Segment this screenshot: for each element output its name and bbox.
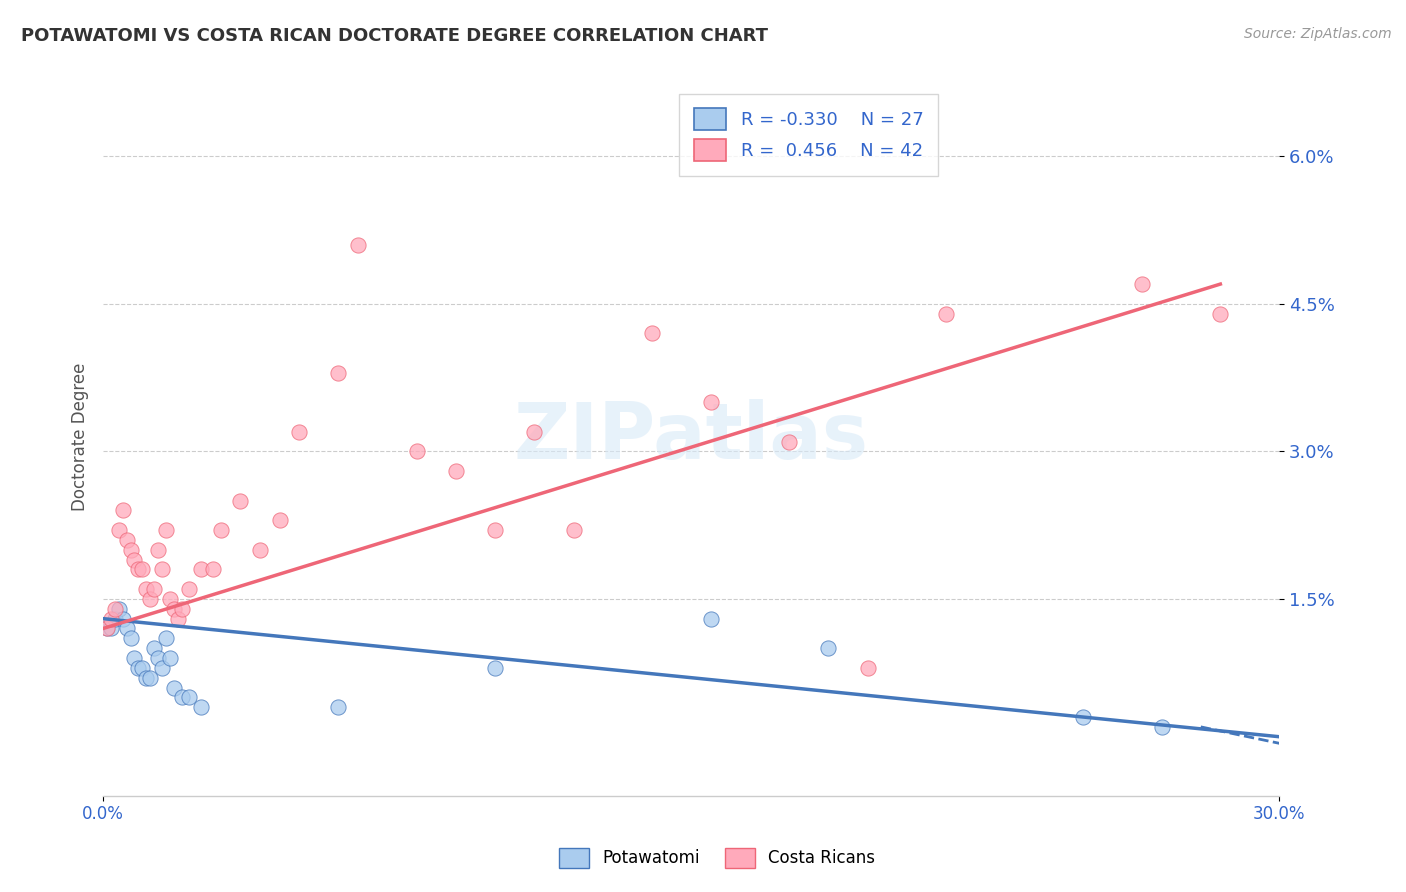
Point xyxy=(108,523,131,537)
Point xyxy=(700,612,723,626)
Text: Source: ZipAtlas.com: Source: ZipAtlas.com xyxy=(1244,27,1392,41)
Point xyxy=(139,591,162,606)
Point xyxy=(120,542,142,557)
Point xyxy=(484,661,506,675)
Legend: R = -0.330    N = 27, R =  0.456    N = 42: R = -0.330 N = 27, R = 0.456 N = 42 xyxy=(679,94,938,176)
Text: ZIPatlas: ZIPatlas xyxy=(513,399,869,475)
Point xyxy=(143,582,166,596)
Point xyxy=(1130,277,1153,291)
Point xyxy=(328,700,350,714)
Point xyxy=(155,632,177,646)
Point xyxy=(405,444,427,458)
Point xyxy=(935,307,957,321)
Point xyxy=(328,366,350,380)
Point xyxy=(111,612,134,626)
Point xyxy=(347,237,370,252)
Point xyxy=(159,651,181,665)
Point xyxy=(124,651,146,665)
Point xyxy=(115,622,138,636)
Point xyxy=(562,523,585,537)
Point xyxy=(135,582,157,596)
Point xyxy=(523,425,546,439)
Point xyxy=(641,326,664,341)
Point xyxy=(269,513,291,527)
Point xyxy=(127,661,149,675)
Point xyxy=(146,651,169,665)
Point xyxy=(163,681,186,695)
Point xyxy=(209,523,232,537)
Point xyxy=(179,582,201,596)
Point xyxy=(1150,720,1173,734)
Point xyxy=(1209,307,1232,321)
Point xyxy=(190,700,212,714)
Point xyxy=(96,622,118,636)
Point xyxy=(104,612,127,626)
Point xyxy=(120,632,142,646)
Point xyxy=(190,562,212,576)
Point xyxy=(155,523,177,537)
Point xyxy=(124,552,146,566)
Point xyxy=(115,533,138,547)
Text: POTAWATOMI VS COSTA RICAN DOCTORATE DEGREE CORRELATION CHART: POTAWATOMI VS COSTA RICAN DOCTORATE DEGR… xyxy=(21,27,768,45)
Point xyxy=(108,602,131,616)
Point xyxy=(817,641,839,656)
Point xyxy=(166,612,188,626)
Point xyxy=(159,591,181,606)
Point xyxy=(150,562,173,576)
Point xyxy=(111,503,134,517)
Point xyxy=(249,542,271,557)
Point xyxy=(700,395,723,409)
Point xyxy=(100,612,122,626)
Point xyxy=(484,523,506,537)
Point xyxy=(288,425,311,439)
Point xyxy=(135,671,157,685)
Point xyxy=(444,464,467,478)
Legend: Potawatomi, Costa Ricans: Potawatomi, Costa Ricans xyxy=(553,841,882,875)
Point xyxy=(856,661,879,675)
Point xyxy=(127,562,149,576)
Point xyxy=(96,622,118,636)
Point xyxy=(201,562,224,576)
Point xyxy=(179,690,201,705)
Point xyxy=(1071,710,1094,724)
Point xyxy=(131,661,153,675)
Point xyxy=(139,671,162,685)
Point xyxy=(143,641,166,656)
Point xyxy=(150,661,173,675)
Point xyxy=(146,542,169,557)
Point xyxy=(778,434,800,449)
Point xyxy=(131,562,153,576)
Point xyxy=(104,602,127,616)
Y-axis label: Doctorate Degree: Doctorate Degree xyxy=(72,362,89,511)
Point xyxy=(170,690,193,705)
Point xyxy=(229,493,252,508)
Point xyxy=(163,602,186,616)
Point xyxy=(100,622,122,636)
Point xyxy=(170,602,193,616)
